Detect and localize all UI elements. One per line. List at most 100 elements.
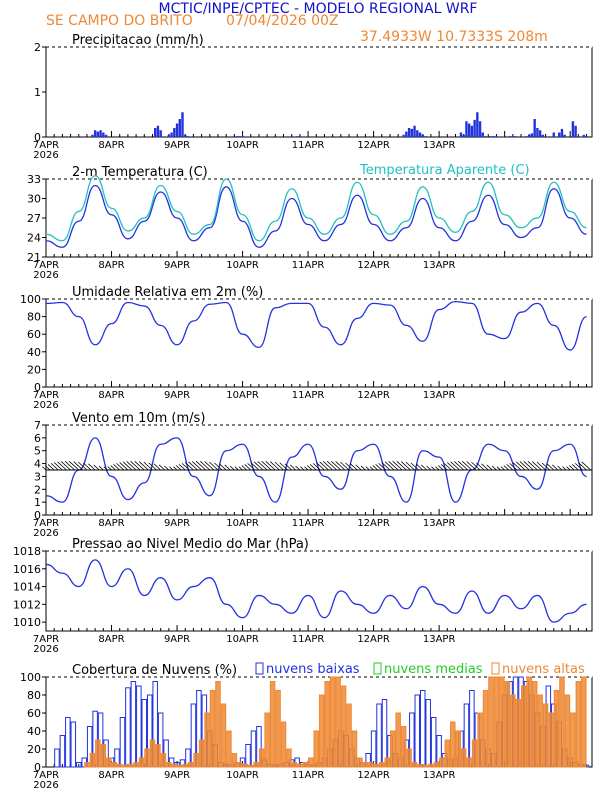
precip-bar bbox=[154, 128, 157, 137]
wind-barb bbox=[244, 464, 252, 471]
clouds-bar bbox=[340, 685, 347, 768]
precip-bar bbox=[478, 121, 482, 137]
pressure-day-label: 10APR bbox=[226, 634, 259, 645]
precip-bar bbox=[178, 119, 181, 137]
clouds-bar bbox=[136, 685, 142, 768]
wind-barb bbox=[340, 461, 350, 471]
wind-day-label: 13APR bbox=[423, 518, 456, 529]
precip-bar bbox=[91, 134, 94, 137]
header-run: 07/04/2026 00Z bbox=[226, 13, 339, 29]
wind-barb bbox=[98, 465, 104, 471]
precip-bar bbox=[421, 134, 424, 137]
clouds-bar bbox=[368, 762, 374, 768]
precip-bar bbox=[476, 112, 479, 137]
clouds-bar bbox=[381, 699, 388, 768]
wind-barb bbox=[369, 466, 374, 471]
clouds-bar bbox=[425, 699, 431, 768]
clouds-bar bbox=[275, 690, 281, 768]
wind-barb bbox=[188, 461, 198, 471]
wind-barb bbox=[304, 466, 309, 471]
clouds-bar bbox=[95, 739, 101, 768]
precip-bar bbox=[558, 132, 561, 137]
precip-bar bbox=[530, 133, 534, 137]
clouds-bar bbox=[389, 730, 396, 768]
clouds-bar bbox=[559, 676, 565, 768]
precip-bar bbox=[514, 136, 517, 137]
temp-ytick-label: 30 bbox=[27, 193, 41, 206]
clouds-title: Cobertura de Nuvens (%) bbox=[72, 663, 237, 678]
clouds-bar bbox=[187, 762, 194, 768]
temp-day-label: 12APR bbox=[357, 260, 390, 271]
wind-barb bbox=[116, 463, 125, 471]
precip-bar bbox=[560, 128, 564, 137]
clouds-bar bbox=[439, 757, 445, 768]
clouds-bar bbox=[264, 712, 270, 768]
wind-barb bbox=[536, 461, 546, 471]
wind-barb bbox=[500, 466, 505, 471]
wind-barb bbox=[378, 463, 387, 471]
precip-bar bbox=[424, 136, 427, 137]
wind-barb bbox=[204, 461, 215, 471]
rh-frame bbox=[45, 298, 593, 388]
clouds-bar bbox=[237, 762, 243, 768]
clouds-bar bbox=[493, 676, 500, 768]
pressure-title: Pressao ao Nivel Medio do Mar (hPa) bbox=[72, 537, 309, 552]
wind-barb bbox=[44, 465, 51, 471]
wind-barb bbox=[93, 464, 100, 471]
rh-day-label: 11APR bbox=[292, 390, 325, 401]
wind-barb bbox=[396, 460, 407, 471]
wind-day-label: 12APR bbox=[357, 518, 390, 529]
wind-barb bbox=[345, 462, 354, 471]
wind-barb bbox=[295, 465, 301, 471]
pressure-ytick-label: 1014 bbox=[13, 581, 41, 594]
clouds-bar bbox=[504, 681, 511, 768]
wind-barb bbox=[64, 460, 75, 471]
wind-barb bbox=[214, 462, 223, 471]
precip-bar bbox=[585, 136, 588, 137]
clouds-day-label: 7APR bbox=[33, 770, 59, 781]
wind-barb bbox=[360, 465, 366, 471]
wind-barb bbox=[443, 463, 452, 471]
precip-bar bbox=[413, 125, 416, 137]
header-title: MCTIC/INPE/CPTEC - MODELO REGIONAL WRF bbox=[159, 1, 478, 17]
precip-bar bbox=[418, 132, 422, 137]
clouds-bar bbox=[395, 712, 401, 768]
wind-barb bbox=[466, 461, 477, 471]
clouds-bar bbox=[450, 721, 456, 768]
clouds-bar bbox=[171, 763, 178, 768]
wind-barb bbox=[405, 461, 415, 471]
clouds-bar bbox=[308, 757, 314, 768]
precip-bar bbox=[407, 128, 411, 137]
precip-year-label: 2026 bbox=[33, 150, 58, 161]
wind-day-label: 11APR bbox=[292, 518, 325, 529]
wind-barb bbox=[578, 462, 587, 471]
precip-bar bbox=[104, 134, 108, 137]
wind-barb bbox=[181, 463, 190, 471]
precip-bar bbox=[156, 125, 160, 137]
clouds-bar bbox=[70, 721, 77, 768]
wind-barb bbox=[200, 460, 211, 471]
clouds-bar bbox=[286, 748, 292, 768]
wind-barb bbox=[440, 464, 448, 471]
wind-barb bbox=[506, 464, 514, 471]
clouds-bar bbox=[313, 730, 320, 768]
clouds-bar bbox=[258, 748, 265, 768]
precip-ytick-label: 1 bbox=[34, 86, 41, 99]
clouds-bar bbox=[419, 690, 426, 768]
clouds-bar bbox=[499, 676, 505, 768]
wind-barb bbox=[447, 462, 456, 471]
wind-barb bbox=[309, 464, 317, 471]
wind-barb bbox=[316, 462, 325, 471]
pressure-panel: 1010 1012 1014 1016 1018 7APR 8APR 9APR 10APR 11A… bbox=[13, 537, 593, 655]
precip-bar bbox=[184, 134, 187, 137]
wind-barb bbox=[503, 465, 510, 471]
clouds-bar bbox=[510, 694, 516, 768]
clouds-bar bbox=[59, 735, 66, 768]
clouds-bar bbox=[460, 748, 467, 768]
clouds-bar bbox=[531, 681, 538, 768]
clouds-bar bbox=[379, 762, 385, 768]
pressure-day-label: 8APR bbox=[98, 634, 124, 645]
rh-ytick-label: 40 bbox=[27, 346, 41, 359]
